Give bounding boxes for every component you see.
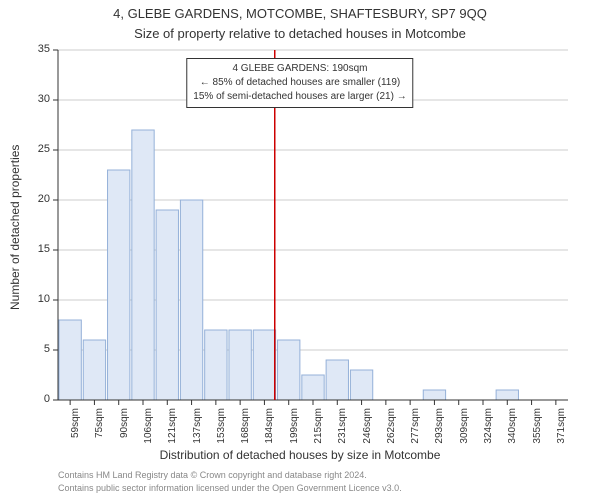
histogram-bar [156,210,178,400]
histogram-bar [278,340,300,400]
histogram-bar [229,330,251,400]
footer-line1: Contains HM Land Registry data © Crown c… [58,470,367,480]
annotation-line3: 15% of semi-detached houses are larger (… [193,90,406,104]
histogram-bar [302,375,324,400]
annotation-line2: ← 85% of detached houses are smaller (11… [193,76,406,90]
histogram-bar [83,340,105,400]
y-tick: 10 [10,293,50,305]
y-tick: 5 [10,343,50,355]
annotation-line1: 4 GLEBE GARDENS: 190sqm [193,62,406,76]
y-tick: 30 [10,93,50,105]
y-tick: 0 [10,393,50,405]
histogram-bar [423,390,445,400]
footer-line2: Contains public sector information licen… [58,483,402,493]
histogram-bar [326,360,348,400]
y-tick: 15 [10,243,50,255]
histogram-bar [132,130,154,400]
y-tick: 20 [10,193,50,205]
histogram-bar [253,330,275,400]
y-tick: 25 [10,143,50,155]
histogram-bar [496,390,518,400]
y-tick: 35 [10,43,50,55]
histogram-bar [180,200,202,400]
x-axis-label: Distribution of detached houses by size … [0,448,600,462]
histogram-bar [205,330,227,400]
chart-container: 4, GLEBE GARDENS, MOTCOMBE, SHAFTESBURY,… [0,0,600,500]
histogram-bar [350,370,372,400]
histogram-bar [108,170,130,400]
annotation-box: 4 GLEBE GARDENS: 190sqm ← 85% of detache… [186,58,413,108]
histogram-bar [59,320,81,400]
